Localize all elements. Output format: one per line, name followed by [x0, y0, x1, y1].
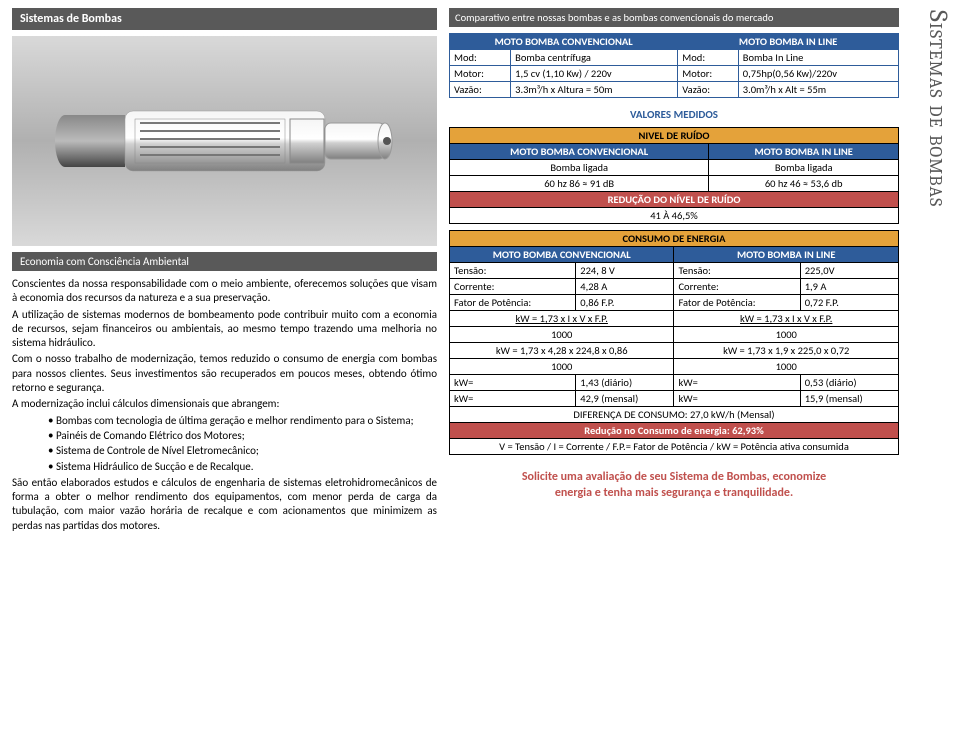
right-title: Comparativo entre nossas bombas e as bom… — [449, 8, 899, 27]
cell: Bomba centrífuga — [511, 50, 678, 66]
cell: Motor: — [450, 66, 511, 82]
cell: kW = 1,73 x I x V x F.P. — [450, 311, 674, 327]
cell: Fator de Potência: — [674, 295, 800, 311]
cell: 1000 — [674, 359, 899, 375]
energia-legend: V = Tensão / I = Corrente / F.P.= Fator … — [450, 439, 899, 455]
cell: Vazão: — [450, 82, 511, 98]
ruido-h2: MOTO BOMBA IN LINE — [709, 144, 899, 160]
cell: Mod: — [450, 50, 511, 66]
bullet-3: Sistema de Controle de Nível Eletromecân… — [48, 444, 437, 458]
cell: 60 hz 46 ≈ 53,6 db — [709, 176, 899, 192]
energia-red: Redução no Consumo de energia: 62,93% — [450, 423, 899, 439]
left-subtitle: Economia com Consciência Ambiental — [12, 252, 437, 271]
cell: 1,43 (diário) — [576, 375, 674, 391]
cell: 15,9 (mensal) — [800, 391, 898, 407]
page-container: Sistemas de Bombas — [0, 0, 959, 543]
energia-dif: DIFERENÇA DE CONSUMO: 27,0 kW/h (Mensal) — [450, 407, 899, 423]
cell: kW = 1,73 x I x V x F.P. — [674, 311, 899, 327]
bullet-list: Bombas com tecnologia de última geração … — [12, 414, 437, 474]
pump-svg — [35, 81, 415, 201]
left-title: Sistemas de Bombas — [12, 8, 437, 30]
cell: 1000 — [674, 327, 899, 343]
pump-illustration — [12, 36, 437, 246]
left-body: Conscientes da nossa responsabilidade co… — [12, 277, 437, 533]
energia-title: CONSUMO DE ENERGIA — [450, 231, 899, 247]
cell: Tensão: — [450, 263, 576, 279]
para-3: Com o nosso trabalho de modernização, te… — [12, 352, 437, 395]
cell: 1000 — [450, 359, 674, 375]
cell: 60 hz 86 ≈ 91 dB — [450, 176, 709, 192]
cell: 0,75hp(0,56 Kw)/220v — [738, 66, 898, 82]
cell: Bomba In Line — [738, 50, 898, 66]
para-4: A modernização inclui cálculos dimension… — [12, 397, 437, 411]
para-2: A utilização de sistemas modernos de bom… — [12, 308, 437, 351]
cta-line1: Solicite uma avaliação de seu Sistema de… — [522, 470, 826, 484]
cell: kW= — [450, 375, 576, 391]
cell: Mod: — [678, 50, 738, 66]
cell: 4,28 A — [576, 279, 674, 295]
t1-h2: MOTO BOMBA IN LINE — [678, 34, 899, 50]
ruido-title: NIVEL DE RUÍDO — [450, 128, 899, 144]
ruido-redv: 41 À 46,5% — [450, 208, 899, 224]
table-energia: CONSUMO DE ENERGIA MOTO BOMBA CONVENCION… — [449, 230, 899, 455]
cell: kW= — [450, 391, 576, 407]
cell: Corrente: — [674, 279, 800, 295]
cta-line2: energia e tenha mais segurança e tranqui… — [555, 486, 793, 500]
bullet-4: Sistema Hidráulico de Sucção e de Recalq… — [48, 460, 437, 474]
cell: Motor: — [678, 66, 738, 82]
cta-text: Solicite uma avaliação de seu Sistema de… — [449, 469, 899, 501]
ruido-red: REDUÇÃO DO NÍVEL DE RUÍDO — [450, 192, 899, 208]
cell: kW= — [674, 391, 800, 407]
cell: 3.0m³/h x Alt = 55m — [738, 82, 898, 98]
t1-h1: MOTO BOMBA CONVENCIONAL — [450, 34, 678, 50]
cell: kW = 1,73 x 1,9 x 225,0 x 0,72 — [674, 343, 899, 359]
cell: Bomba ligada — [709, 160, 899, 176]
left-column: Sistemas de Bombas — [12, 8, 437, 535]
cell: 1,9 A — [800, 279, 898, 295]
cell: Fator de Potência: — [450, 295, 576, 311]
ruido-h1: MOTO BOMBA CONVENCIONAL — [450, 144, 709, 160]
cell: Vazão: — [678, 82, 738, 98]
bullet-1: Bombas com tecnologia de última geração … — [48, 414, 437, 428]
cell: kW = 1,73 x 4,28 x 224,8 x 0,86 — [450, 343, 674, 359]
table-specs: MOTO BOMBA CONVENCIONALMOTO BOMBA IN LIN… — [449, 33, 899, 98]
cell: 1,5 cv (1,10 Kw) / 220v — [511, 66, 678, 82]
cell: 0,53 (diário) — [800, 375, 898, 391]
valores-heading: VALORES MEDIDOS — [449, 108, 899, 121]
cell: 0,86 F.P. — [576, 295, 674, 311]
side-vertical-label: Sistemas de bombas — [923, 10, 953, 207]
energia-h1: MOTO BOMBA CONVENCIONAL — [450, 247, 674, 263]
energia-h2: MOTO BOMBA IN LINE — [674, 247, 899, 263]
cell: Bomba ligada — [450, 160, 709, 176]
table-ruido: NIVEL DE RUÍDO MOTO BOMBA CONVENCIONALMO… — [449, 127, 899, 224]
cell: kW= — [674, 375, 800, 391]
cell: 3.3m³/h x Altura = 50m — [511, 82, 678, 98]
cell: 1000 — [450, 327, 674, 343]
right-column: Comparativo entre nossas bombas e as bom… — [449, 8, 899, 535]
cell: Corrente: — [450, 279, 576, 295]
bullet-2: Painéis de Comando Elétrico dos Motores; — [48, 429, 437, 443]
para-1: Conscientes da nossa responsabilidade co… — [12, 277, 437, 306]
cell: 225,0V — [800, 263, 898, 279]
para-5: São então elaborados estudos e cálculos … — [12, 476, 437, 533]
cell: 224, 8 V — [576, 263, 674, 279]
cell: 42,9 (mensal) — [576, 391, 674, 407]
cell: Tensão: — [674, 263, 800, 279]
cell: 0,72 F.P. — [800, 295, 898, 311]
